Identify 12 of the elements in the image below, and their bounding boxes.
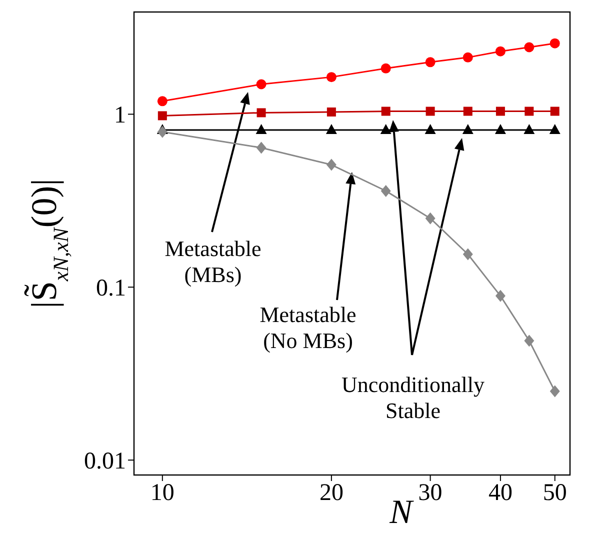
x-tick-label: 50 bbox=[542, 480, 567, 506]
annotation: Metastable (MBs) bbox=[164, 236, 262, 287]
annotation: Metastable (No MBs) bbox=[260, 302, 356, 353]
x-axis-title: N bbox=[388, 494, 415, 531]
x-tick-label: 20 bbox=[319, 480, 344, 506]
x-tick-label: 40 bbox=[488, 480, 512, 506]
y-tick-label: 0.1 bbox=[96, 276, 126, 302]
x-tick-label: 10 bbox=[150, 480, 174, 506]
annotation: Unconditionally Stable bbox=[342, 372, 484, 423]
y-tick-label: 1 bbox=[114, 102, 126, 129]
x-tick-label: 30 bbox=[418, 480, 442, 506]
y-tick-label: 0.01 bbox=[84, 448, 126, 475]
